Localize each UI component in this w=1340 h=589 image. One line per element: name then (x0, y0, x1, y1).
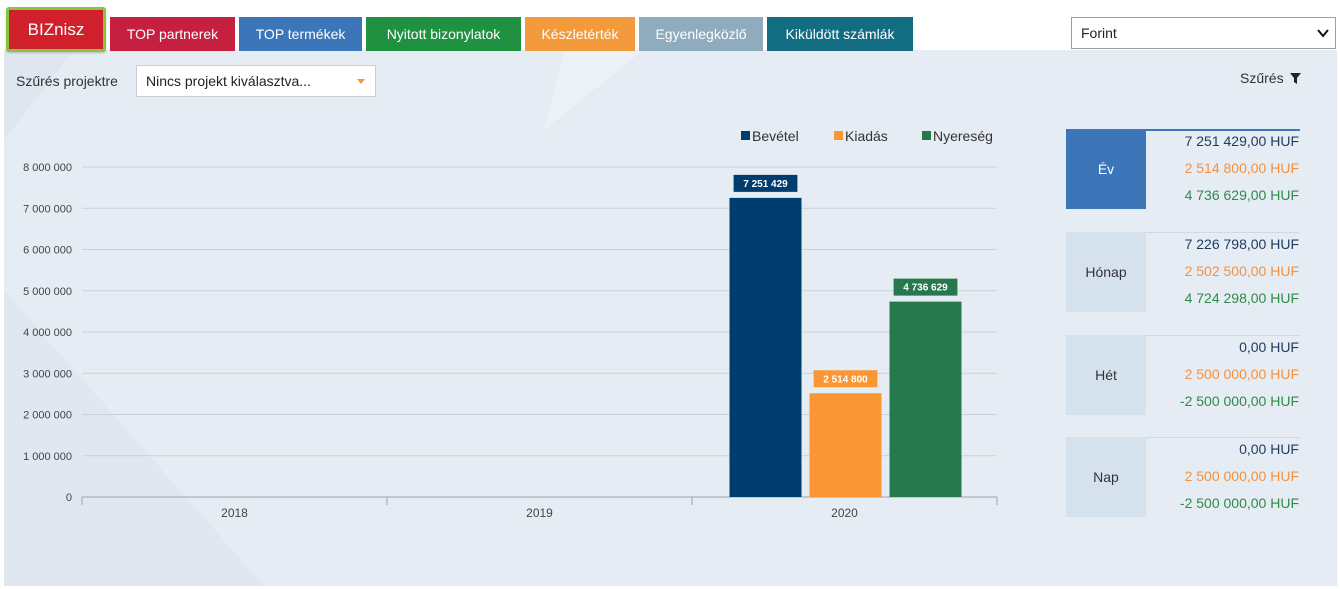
tab-open-documents[interactable]: Nyitott bizonylatok (366, 17, 521, 51)
summary-profit-value: -2 500 000,00 HUF (1179, 393, 1299, 409)
summary-week[interactable]: Hét 0,00 HUF 2 500 000,00 HUF -2 500 000,00… (1066, 335, 1300, 415)
filter-button-label: Szűrés (1240, 70, 1284, 86)
divider (1146, 437, 1300, 438)
filter-icon (1290, 73, 1302, 84)
y-tick-label: 0 (66, 492, 72, 504)
legend-label[interactable]: Nyereség (933, 128, 993, 144)
data-label-bg (813, 370, 878, 388)
bar-nyereség[interactable] (889, 301, 962, 497)
tab-top-products[interactable]: TOP termékek (239, 17, 362, 51)
data-label: 7 251 429 (743, 179, 788, 190)
x-tick-label: 2019 (526, 506, 553, 520)
y-tick-label: 4 000 000 (23, 327, 72, 339)
bar-kiadás[interactable] (809, 393, 882, 497)
legend-label[interactable]: Kiadás (845, 128, 888, 144)
chevron-down-icon (1317, 29, 1329, 38)
summary-profit-value: 4 736 629,00 HUF (1184, 187, 1299, 203)
y-tick-label: 1 000 000 (23, 451, 72, 463)
summary-period-label[interactable]: Év (1066, 129, 1146, 209)
data-label-bg (733, 174, 798, 192)
project-select[interactable]: Nincs projekt kiválasztva... (136, 65, 376, 97)
y-tick-label: 5 000 000 (23, 286, 72, 298)
legend-swatch (922, 131, 931, 140)
summary-income-value: 0,00 HUF (1239, 441, 1299, 457)
summary-expense-value: 2 502 500,00 HUF (1184, 263, 1299, 279)
summary-year[interactable]: Év 7 251 429,00 HUF 2 514 800,00 HUF 4 736 … (1066, 129, 1300, 209)
project-select-placeholder: Nincs projekt kiválasztva... (146, 73, 311, 89)
legend-swatch (834, 131, 843, 140)
summary-income-value: 0,00 HUF (1239, 339, 1299, 355)
tab-top-partners[interactable]: TOP partnerek (110, 17, 235, 51)
brand-button[interactable]: BIZnisz (6, 7, 106, 52)
summary-expense-value: 2 500 000,00 HUF (1184, 366, 1299, 382)
income-chart: 0 1 000 000 2 000 000 3 000 000 4 000 000 5 0… (23, 128, 998, 520)
tab-sent-invoices[interactable]: Kiküldött számlák (767, 17, 913, 51)
project-filter-label: Szűrés projektre (16, 73, 118, 89)
y-tick-label: 6 000 000 (23, 245, 72, 257)
summary-profit-value: -2 500 000,00 HUF (1179, 495, 1299, 511)
summary-income-value: 7 251 429,00 HUF (1184, 133, 1299, 149)
data-label: 2 514 800 (823, 374, 868, 385)
currency-selected-value: Forint (1081, 25, 1117, 41)
tab-balance-statement[interactable]: Egyenlegközlő (639, 17, 763, 51)
y-tick-label: 8 000 000 (23, 162, 72, 174)
summary-period-label[interactable]: Hónap (1066, 232, 1146, 312)
x-tick-label: 2020 (831, 506, 858, 520)
summary-expense-value: 2 514 800,00 HUF (1184, 160, 1299, 176)
summary-day[interactable]: Nap 0,00 HUF 2 500 000,00 HUF -2 500 000,00… (1066, 437, 1300, 517)
x-tick-label: 2018 (221, 506, 248, 520)
legend-swatch (741, 131, 750, 140)
divider (1146, 232, 1300, 233)
summary-expense-value: 2 500 000,00 HUF (1184, 468, 1299, 484)
caret-down-icon (357, 79, 365, 84)
summary-income-value: 7 226 798,00 HUF (1184, 236, 1299, 252)
tab-stock-value[interactable]: Készletérték (525, 17, 635, 51)
summary-profit-value: 4 724 298,00 HUF (1184, 290, 1299, 306)
y-tick-label: 3 000 000 (23, 368, 72, 380)
data-label-bg (893, 278, 958, 296)
legend-label[interactable]: Bevétel (752, 128, 799, 144)
top-nav: BIZnisz TOP partnerek TOP termékek Nyito… (0, 0, 920, 52)
divider (1146, 335, 1300, 336)
filter-button[interactable]: Szűrés (1240, 70, 1302, 86)
y-tick-label: 2 000 000 (23, 410, 72, 422)
summary-month[interactable]: Hónap 7 226 798,00 HUF 2 502 500,00 HUF 4 7… (1066, 232, 1300, 312)
summary-period-label[interactable]: Nap (1066, 437, 1146, 517)
active-indicator (1066, 129, 1300, 131)
data-label: 4 736 629 (903, 283, 948, 294)
currency-select[interactable]: Forint (1071, 17, 1336, 49)
bar-bevétel[interactable] (729, 197, 802, 498)
summary-period-label[interactable]: Hét (1066, 335, 1146, 415)
y-tick-label: 7 000 000 (23, 203, 72, 215)
